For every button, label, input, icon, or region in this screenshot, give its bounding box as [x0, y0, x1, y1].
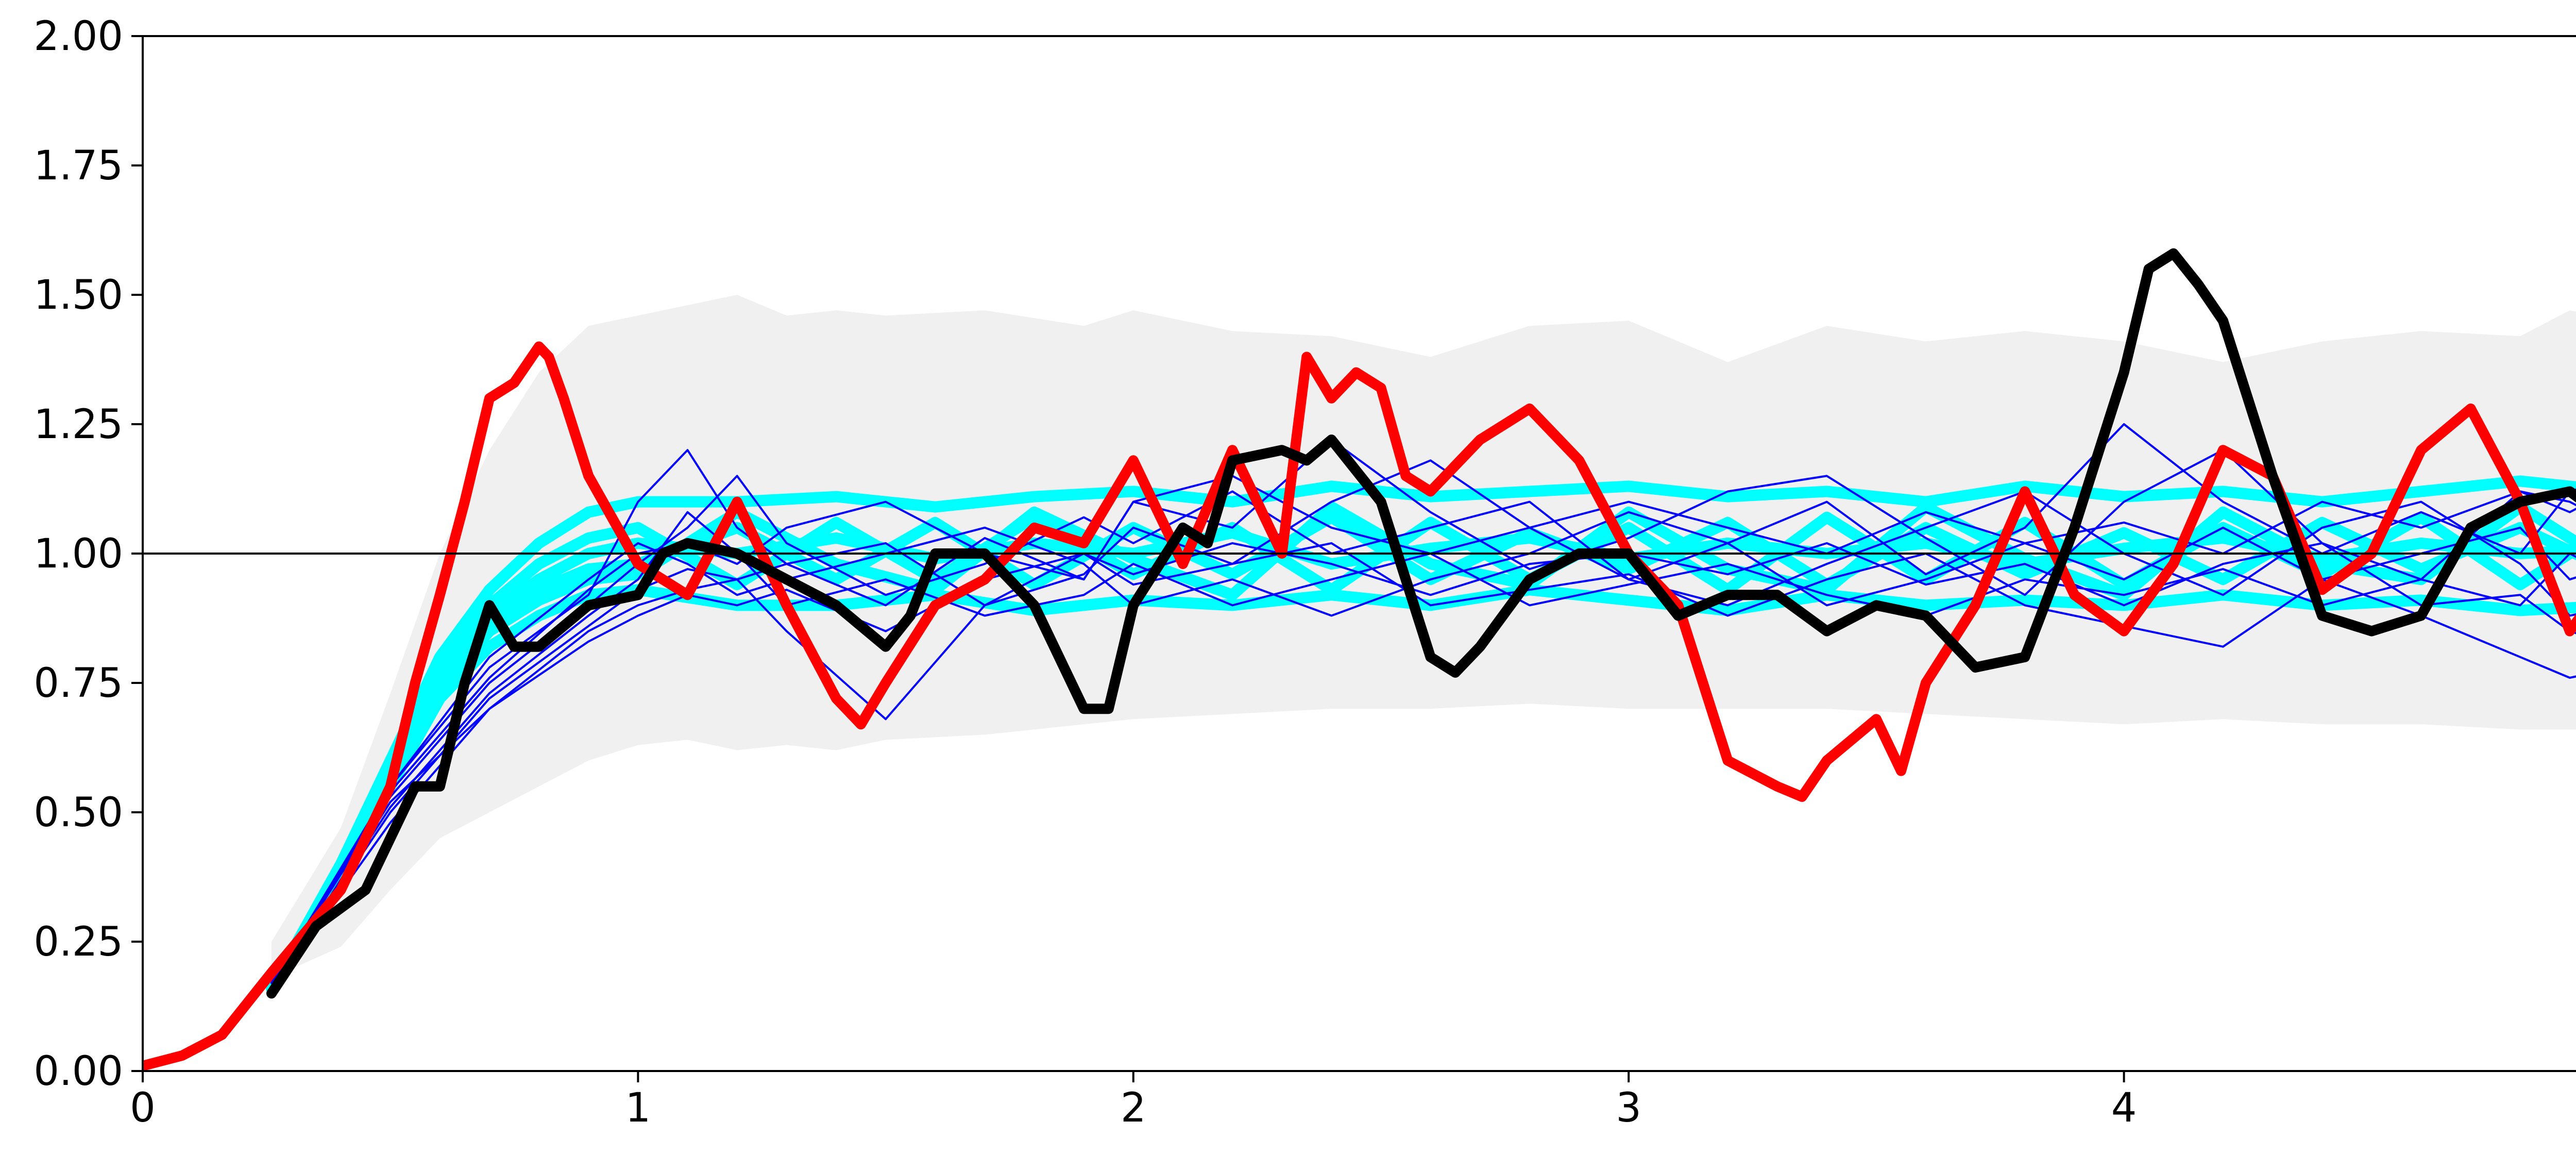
x-tick-label: 1	[625, 1085, 651, 1131]
x-tick-label: 4	[2111, 1085, 2137, 1131]
y-tick-label: 1.25	[33, 402, 123, 448]
y-tick-label: 1.75	[33, 143, 123, 189]
series-line-ensemble-thin-9	[270, 459, 2576, 990]
y-tick-label: 0.75	[33, 660, 123, 707]
y-tick-label: 1.00	[33, 531, 123, 577]
axes: 0123450.000.250.500.751.001.251.501.752.…	[33, 13, 2576, 1131]
series-line-ensemble-thin-6	[270, 439, 2576, 984]
series-line-black-series-15	[266, 248, 2576, 999]
x-tick-label: 2	[1121, 1085, 1146, 1131]
series-line-red-series-14	[143, 341, 2576, 1071]
series-line-ensemble-thin-13	[270, 511, 2576, 990]
x-tick-label: 3	[1616, 1085, 1641, 1131]
y-tick-label: 0.25	[33, 919, 123, 965]
y-tick-label: 0.00	[33, 1048, 123, 1095]
y-tick-label: 0.50	[33, 790, 123, 836]
x-tick-label: 0	[130, 1085, 156, 1131]
y-tick-label: 1.50	[33, 272, 123, 319]
series-line-ensemble-thick-1	[266, 584, 2576, 994]
y-tick-label: 2.00	[33, 13, 123, 60]
series-line-ensemble-thick-0	[266, 475, 2576, 994]
plot-area	[143, 248, 2576, 1071]
